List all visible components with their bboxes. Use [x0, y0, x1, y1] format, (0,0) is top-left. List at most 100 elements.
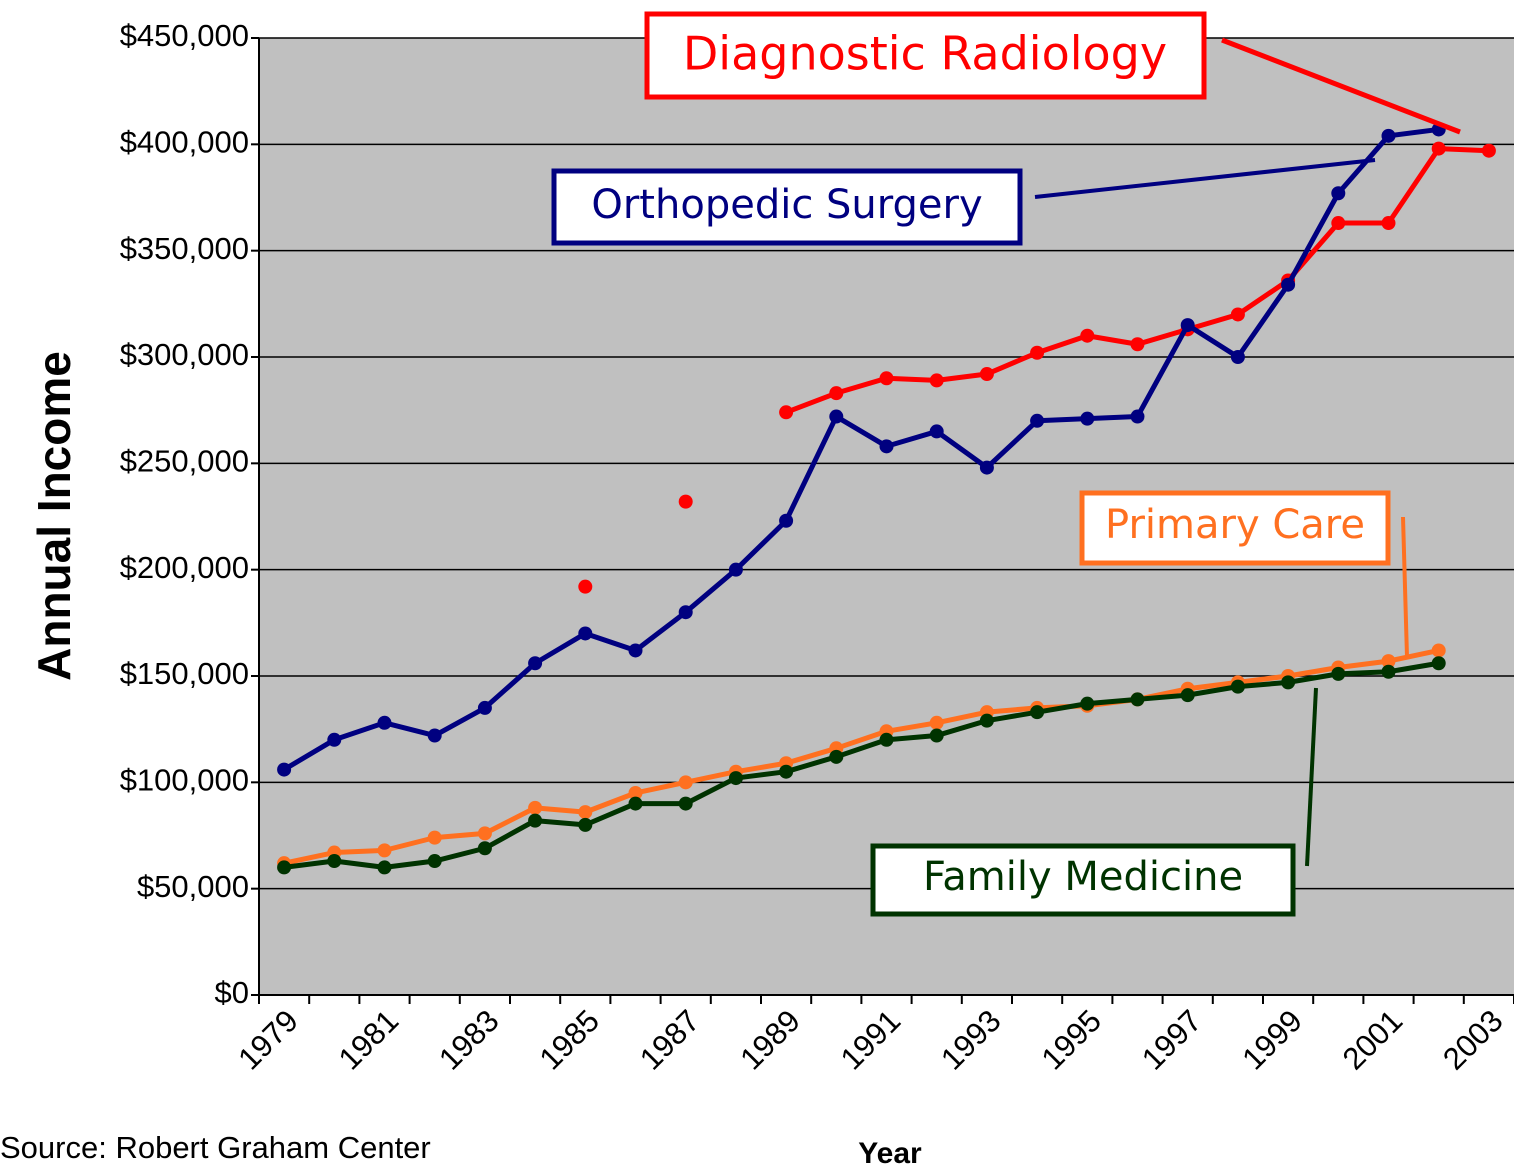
data-point	[1130, 337, 1145, 352]
data-point	[879, 371, 894, 386]
data-point	[327, 732, 342, 747]
x-axis-title: Year	[858, 1137, 922, 1170]
y-tick-label: $450,000	[120, 18, 249, 53]
data-point	[578, 805, 593, 820]
data-point	[929, 424, 944, 439]
data-point	[879, 732, 894, 747]
data-point	[578, 817, 593, 832]
x-tick-label: 1983	[432, 1003, 506, 1077]
data-point	[1281, 675, 1296, 690]
y-tick-label: $150,000	[120, 656, 249, 691]
data-point	[1431, 656, 1446, 671]
data-point	[477, 826, 492, 841]
leader-line	[1221, 37, 1461, 135]
data-point	[1080, 328, 1095, 343]
data-point	[1381, 654, 1396, 669]
annotation-label: Primary Care	[1105, 502, 1365, 548]
y-tick-label: $300,000	[120, 337, 249, 372]
x-tick-label: 1999	[1235, 1003, 1309, 1077]
series-line	[282, 126, 1440, 772]
data-point	[879, 439, 894, 454]
x-tick-label: 1985	[533, 1003, 607, 1077]
annotation-label: Family Medicine	[923, 854, 1243, 900]
data-point	[1180, 318, 1195, 333]
data-point	[1230, 307, 1245, 322]
data-point	[1431, 643, 1446, 658]
data-point	[979, 713, 994, 728]
data-point	[1381, 664, 1396, 679]
data-point	[578, 579, 593, 594]
data-point	[1030, 413, 1045, 428]
data-point	[578, 626, 593, 641]
data-point	[277, 762, 292, 777]
data-point	[929, 373, 944, 388]
data-point	[628, 785, 643, 800]
x-tick-label: 1981	[332, 1003, 406, 1077]
data-point	[1130, 409, 1145, 424]
data-point	[377, 715, 392, 730]
data-point	[1331, 216, 1346, 231]
data-point	[779, 513, 794, 528]
data-point	[728, 771, 743, 786]
data-point	[628, 643, 643, 658]
y-tick-label: $250,000	[120, 444, 249, 479]
annotation-label: Diagnostic Radiology	[683, 27, 1167, 81]
data-point	[477, 700, 492, 715]
data-point	[1180, 688, 1195, 703]
data-point	[678, 494, 693, 509]
series-lines	[277, 122, 1496, 875]
data-point	[377, 843, 392, 858]
data-point	[528, 656, 543, 671]
data-point	[1230, 350, 1245, 364]
y-tick-label: $200,000	[120, 550, 249, 585]
x-tick-label: 2003	[1436, 1003, 1510, 1077]
data-point	[427, 830, 442, 845]
data-point	[1130, 692, 1145, 707]
data-point	[678, 775, 693, 790]
x-tick-label: 1993	[934, 1003, 1008, 1077]
data-point	[779, 764, 794, 779]
data-point	[1080, 696, 1095, 711]
annotation-label: Orthopedic Surgery	[591, 182, 982, 228]
data-point	[528, 800, 543, 815]
data-point	[1030, 345, 1045, 360]
series-line	[283, 660, 1440, 870]
data-point	[929, 715, 944, 730]
data-point	[1080, 411, 1095, 426]
annotation-box	[1079, 490, 1391, 566]
data-point	[427, 854, 442, 869]
y-tick-label: $50,000	[137, 869, 249, 904]
data-point	[1431, 141, 1446, 156]
data-point	[1030, 705, 1045, 720]
data-point	[1230, 679, 1245, 694]
data-point	[1481, 143, 1496, 158]
data-point	[1281, 277, 1296, 292]
data-point	[1381, 216, 1396, 231]
data-point	[1381, 128, 1396, 143]
x-tick-label: 1979	[231, 1003, 305, 1077]
y-tick-label: $0	[215, 975, 249, 1010]
data-point	[829, 749, 844, 764]
y-axis-title: Annual Income	[28, 351, 80, 681]
data-point	[979, 367, 994, 382]
annotation-box	[644, 11, 1207, 100]
data-point	[979, 460, 994, 475]
data-point	[528, 813, 543, 828]
x-tick-label: 1989	[733, 1003, 807, 1077]
x-tick-label: 1987	[633, 1003, 707, 1077]
data-point	[628, 796, 643, 811]
data-point	[277, 860, 292, 875]
leader-line	[1305, 687, 1318, 867]
data-point	[779, 405, 794, 420]
data-point	[929, 728, 944, 743]
annotation-box	[870, 843, 1296, 917]
data-point	[377, 860, 392, 875]
data-point	[829, 409, 844, 424]
x-tick-label: 1995	[1035, 1003, 1109, 1077]
y-tick-label: $100,000	[120, 763, 249, 798]
data-point	[728, 562, 743, 577]
leader-line	[1034, 158, 1376, 199]
source-note: Source: Robert Graham Center	[0, 1130, 431, 1165]
